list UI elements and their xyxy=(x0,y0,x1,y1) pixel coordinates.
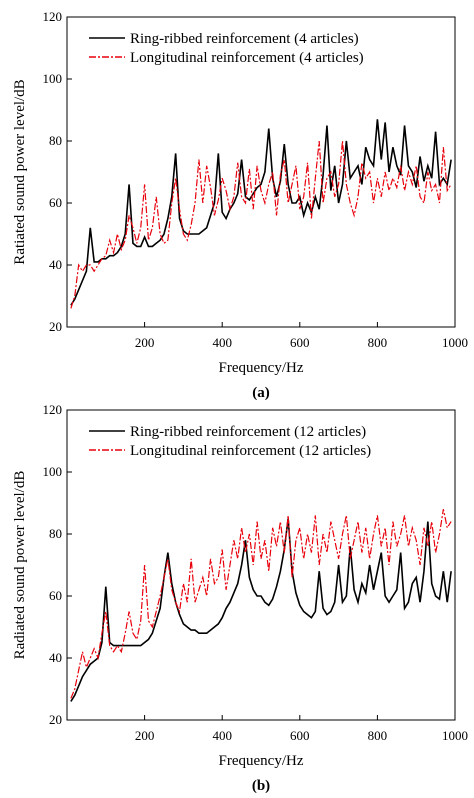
x-tick-label: 800 xyxy=(368,728,388,743)
y-tick-label: 120 xyxy=(43,402,63,417)
y-axis-label: Ratiated sound power level/dB xyxy=(12,79,28,264)
series-line xyxy=(70,119,452,306)
x-axis-label: Frequency/Hz xyxy=(219,753,304,769)
x-tick-label: 800 xyxy=(368,335,388,350)
y-tick-label: 120 xyxy=(43,9,63,24)
x-tick-label: 600 xyxy=(290,335,310,350)
y-tick-label: 40 xyxy=(49,257,62,272)
caption: (b) xyxy=(252,778,270,793)
legend-label: Longitudinal reinforcement (4 articles) xyxy=(130,50,364,66)
y-tick-label: 20 xyxy=(49,319,62,334)
x-tick-label: 1000 xyxy=(442,335,468,350)
x-tick-label: 1000 xyxy=(442,728,468,743)
legend-label: Ring-ribbed reinforcement (12 articles) xyxy=(130,424,366,440)
y-axis-label: Radiated sound power level/dB xyxy=(12,471,28,660)
series-line xyxy=(70,509,452,699)
x-tick-label: 400 xyxy=(212,728,232,743)
series-line xyxy=(70,140,452,309)
caption: (a) xyxy=(252,385,270,401)
series-line xyxy=(70,518,452,702)
y-tick-label: 80 xyxy=(49,526,62,541)
x-tick-label: 600 xyxy=(290,728,310,743)
y-tick-label: 100 xyxy=(43,464,63,479)
y-tick-label: 40 xyxy=(49,650,62,665)
x-axis-label: Frequency/Hz xyxy=(219,360,304,376)
y-tick-label: 20 xyxy=(49,712,62,727)
legend-label: Ring-ribbed reinforcement (4 articles) xyxy=(130,31,359,47)
plot-frame xyxy=(66,16,456,328)
x-tick-label: 200 xyxy=(135,728,155,743)
y-tick-label: 80 xyxy=(49,133,62,148)
legend-label: Longitudinal reinforcement (12 articles) xyxy=(130,443,371,459)
x-tick-label: 200 xyxy=(135,335,155,350)
plot-frame xyxy=(66,409,456,721)
x-tick-label: 400 xyxy=(212,335,232,350)
y-tick-label: 100 xyxy=(43,71,63,86)
y-tick-label: 60 xyxy=(49,588,62,603)
y-tick-label: 60 xyxy=(49,195,62,210)
